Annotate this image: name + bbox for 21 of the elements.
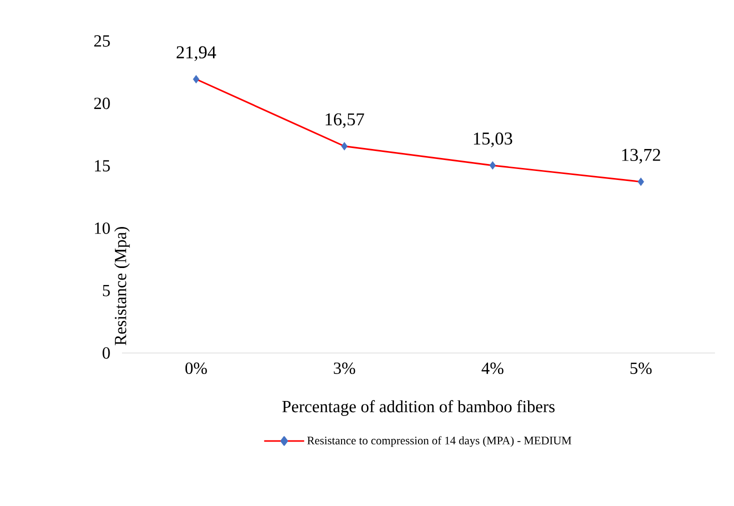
x-tick-label: 0% <box>185 362 207 374</box>
y-tick-label: 5 <box>102 284 110 296</box>
point <box>638 178 644 186</box>
y-axis-title: Resistance (Mpa) <box>114 227 130 346</box>
x-tick-label: 3% <box>334 362 356 374</box>
x-tick-label: 5% <box>630 362 652 374</box>
point <box>489 161 496 170</box>
x-axis-title: Percentage of addition of bamboo fibers <box>282 400 555 416</box>
y-tick-label: 0 <box>102 347 110 359</box>
y-tick-label: 25 <box>94 35 110 47</box>
point <box>192 74 200 84</box>
legend-label: Resistance to compression of 14 days (MPA) - MEDIUM <box>307 436 572 447</box>
y-tick-label: 20 <box>94 98 110 110</box>
data-label: 15,03 <box>474 132 512 148</box>
data-label: 21,94 <box>176 46 216 61</box>
data-label: 13,72 <box>622 148 660 164</box>
y-tick-label: 10 <box>94 222 110 234</box>
y-tick-label: 15 <box>94 160 110 172</box>
x-tick-label: 4% <box>482 362 504 374</box>
point <box>341 142 348 150</box>
data-label: 16,57 <box>326 113 364 128</box>
